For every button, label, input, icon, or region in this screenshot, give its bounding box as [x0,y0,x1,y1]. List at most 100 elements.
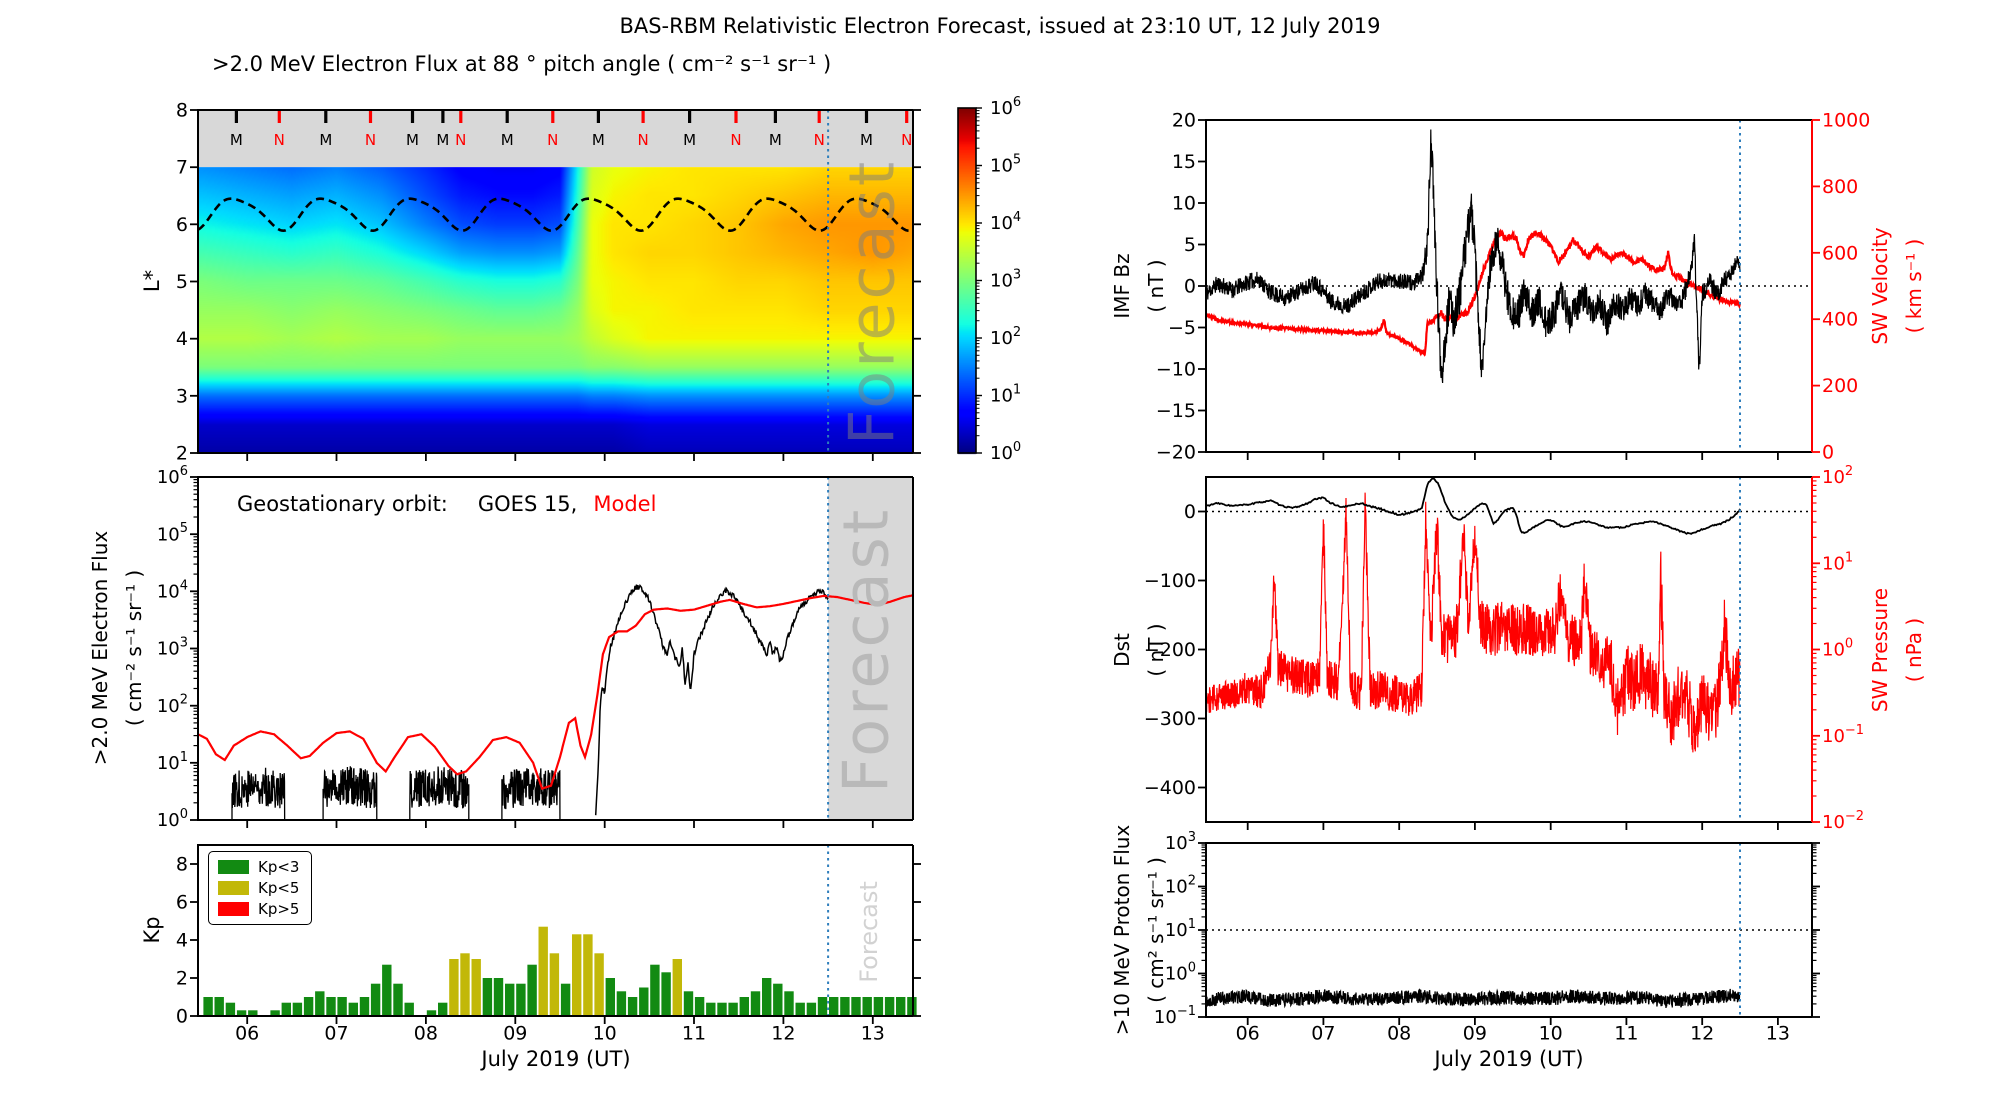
kp-bar [404,1002,414,1016]
goes15-burst-line [409,766,470,820]
proton-y-tick-label: 10−1 [1154,1004,1196,1028]
imf-y-tick-label: 10 [1172,193,1196,215]
proton-flux-axis-label-line1: >10 MeV Proton Flux [1110,824,1134,1036]
velocity-y-tick-label: 200 [1822,375,1858,397]
x-tick-label: 11 [1614,1023,1638,1045]
x-tick-label: 06 [235,1023,259,1045]
midnight-marker-label: N [637,131,648,149]
kp-bar [762,978,772,1016]
heatmap-gray-band [198,110,913,167]
colorbar-tick-label: 103 [990,268,1021,292]
x-tick-label: 12 [771,1023,795,1045]
imf-y-tick-label: −15 [1156,400,1196,422]
proton-y-tick-label: 101 [1165,917,1196,941]
goes15-burst-line [322,766,378,820]
kp-bar [303,997,314,1016]
kp-y-tick-label: 6 [176,892,188,914]
goes15-burst-line [231,767,286,820]
kp-bar [672,959,682,1016]
heatmap-y-tick-label: 8 [176,100,188,122]
kp-bar [862,997,872,1016]
kp-bar [214,997,224,1016]
kp-bar [471,959,481,1016]
noon-marker-label: M [860,131,873,149]
midnight-marker-label: N [901,131,912,149]
heatmap-y-tick-label: 7 [176,157,188,179]
kp-bar [438,1002,448,1016]
velocity-y-tick-label: 0 [1822,442,1834,464]
heatmap-y-tick-label: 2 [176,443,188,465]
legend-swatch-red [218,902,249,916]
goes-y-tick-label: 100 [157,807,188,831]
kp-bar [896,997,906,1016]
kp-bar [583,934,593,1016]
lstar-axis-label: L* [140,269,164,293]
noon-marker-label: M [592,131,605,149]
dst-axis-label-line2: ( nT ) [1144,623,1168,677]
legend-item-kp-lt5: Kp<5 [218,879,300,897]
kp-bar [393,983,403,1016]
kp-bar [460,953,470,1016]
kp-bar [337,997,347,1016]
kp-bar [292,1002,303,1016]
kp-bar [382,964,392,1016]
kp-bar [627,997,638,1016]
noon-marker-label: M [683,131,696,149]
x-tick-label: 10 [1539,1023,1563,1045]
kp-axis-label: Kp [140,916,164,944]
imf-bz-line [1206,129,1741,384]
dst-y-tick-label: −400 [1144,777,1196,799]
x-tick-label: 13 [861,1023,885,1045]
heatmap-y-tick-label: 3 [176,385,188,407]
velocity-y-tick-label: 600 [1822,242,1858,264]
electron-flux-axis-label-line2: ( cm⁻² s⁻¹ sr⁻¹ ) [122,569,146,727]
kp-bar [605,978,615,1016]
kp-bar [884,997,895,1016]
noon-marker-label: M [436,131,449,149]
x-tick-label: 09 [1463,1023,1487,1045]
legend-label-kp-gt5: Kp>5 [258,900,300,918]
legend-item-kp-lt3: Kp<3 [218,860,299,875]
kp-bar [549,953,560,1016]
dst-y-tick-label: −300 [1144,708,1196,730]
imf-y-tick-label: 5 [1184,234,1196,256]
kp-bar [281,1002,291,1016]
kp-border [197,844,913,1017]
goes15-main-line [594,583,829,816]
sw-pressure-axis-label-line2: ( nPa ) [1902,617,1926,683]
annotation-prefix: Geostationary orbit: [237,492,448,516]
x-tick-label: 09 [503,1023,527,1045]
kp-bar [572,934,582,1016]
colorbar-tick-label: 101 [990,383,1021,407]
goes-y-tick-label: 103 [157,636,188,660]
midnight-marker-label: N [274,131,285,149]
kp-legend: Kp<3 Kp<5 Kp>5 [208,851,313,925]
kp-bar [505,983,515,1016]
midnight-marker-label: N [814,131,825,149]
goes-y-tick-label: 102 [157,693,188,717]
annotation-satellite: GOES 15, [477,492,578,516]
kp-bar [236,1010,247,1016]
pressure-y-tick-label: 10−1 [1822,723,1864,747]
colorbar-tick-label: 106 [990,95,1021,119]
kp-bar [706,1002,716,1016]
kp-bar [795,1002,805,1016]
dst-line [1206,477,1741,535]
x-tick-label: 12 [1690,1023,1714,1045]
kp-bar [203,997,213,1016]
proton-flux-line [1206,988,1741,1009]
kp-bar [370,983,381,1016]
figure-title: BAS-RBM Relativistic Electron Forecast, … [619,14,1381,38]
legend-swatch-green [218,860,249,874]
x-tick-label: 10 [593,1023,617,1045]
proton-y-tick-label: 102 [1165,874,1196,898]
kp-bar [426,1010,437,1016]
kp-bar [449,959,459,1016]
goes-y-tick-label: 106 [157,464,188,488]
pressure-y-tick-label: 101 [1822,550,1853,574]
legend-label-kp-lt5: Kp<5 [258,879,300,897]
kp-bar [739,997,749,1016]
imf-y-tick-label: −20 [1156,442,1196,464]
